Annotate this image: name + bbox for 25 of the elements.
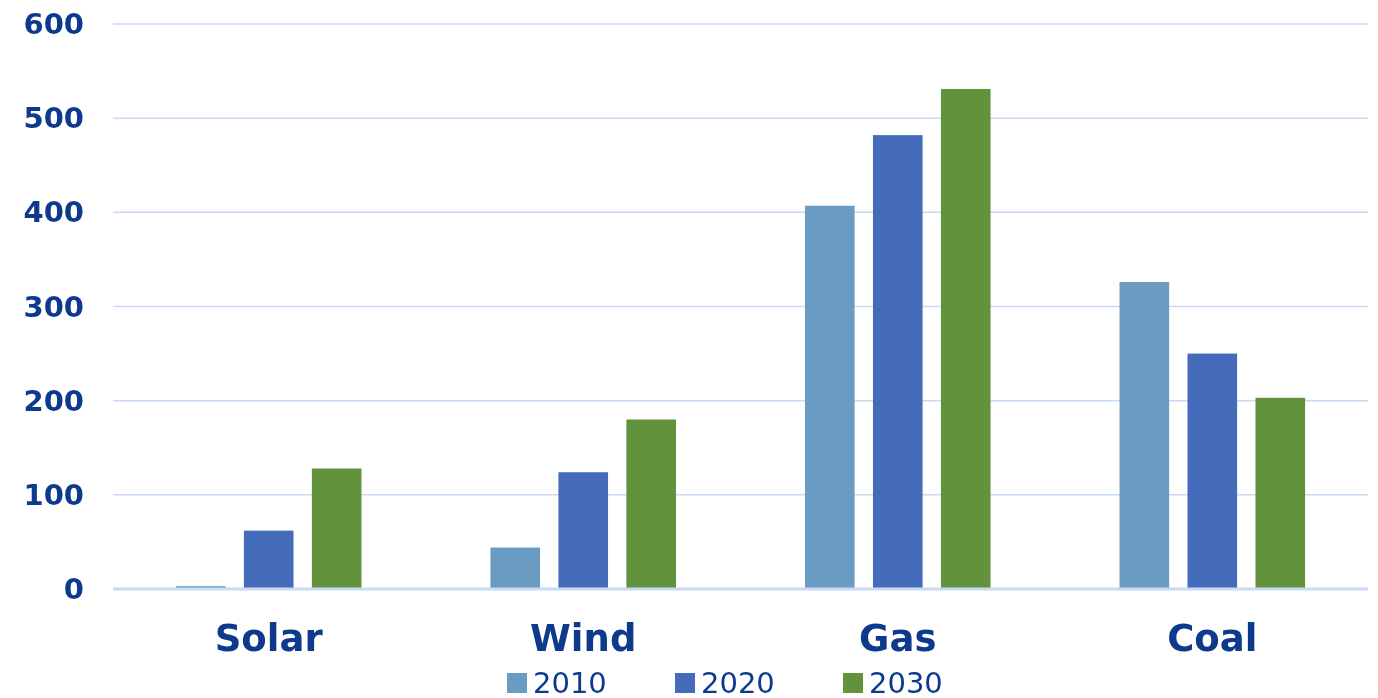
y-tick-label: 400 bbox=[23, 195, 84, 230]
x-tick-label: Wind bbox=[530, 617, 637, 660]
y-tick-label: 0 bbox=[63, 572, 84, 607]
x-tick-label: Gas bbox=[859, 617, 937, 660]
legend-label: 2020 bbox=[701, 666, 775, 698]
bar bbox=[804, 205, 855, 589]
bar bbox=[243, 530, 294, 589]
bar bbox=[490, 547, 541, 589]
bar bbox=[626, 419, 677, 589]
legend-label: 2030 bbox=[869, 666, 943, 698]
y-tick-label: 300 bbox=[23, 289, 84, 324]
bar bbox=[311, 468, 362, 589]
legend-label: 2010 bbox=[533, 666, 607, 698]
bar bbox=[1255, 397, 1306, 589]
bar bbox=[940, 88, 991, 589]
bar bbox=[1187, 353, 1238, 589]
bar bbox=[872, 135, 923, 589]
x-tick-label: Solar bbox=[214, 617, 324, 660]
y-tick-label: 100 bbox=[23, 477, 84, 512]
y-tick-label: 600 bbox=[23, 7, 84, 42]
bar bbox=[558, 472, 609, 589]
y-tick-label: 200 bbox=[23, 383, 84, 418]
y-tick-label: 500 bbox=[23, 101, 84, 136]
x-tick-label: Coal bbox=[1167, 617, 1258, 660]
bar bbox=[1119, 282, 1170, 589]
